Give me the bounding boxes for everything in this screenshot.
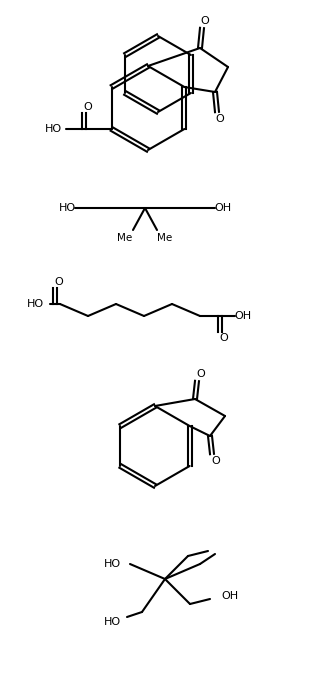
- Text: HO: HO: [45, 124, 62, 134]
- Text: HO: HO: [104, 617, 121, 627]
- Text: OH: OH: [215, 203, 232, 213]
- Text: Me: Me: [157, 233, 173, 243]
- Text: O: O: [197, 369, 205, 379]
- Text: O: O: [211, 456, 220, 466]
- Text: HO: HO: [58, 203, 76, 213]
- Text: Me: Me: [117, 233, 132, 243]
- Text: O: O: [83, 102, 92, 112]
- Text: HO: HO: [26, 299, 44, 309]
- Text: HO: HO: [104, 559, 121, 569]
- Text: O: O: [201, 16, 209, 26]
- Text: OH: OH: [221, 591, 239, 601]
- Text: OH: OH: [234, 311, 252, 321]
- Text: O: O: [220, 333, 228, 343]
- Text: O: O: [55, 277, 63, 287]
- Text: O: O: [216, 114, 224, 124]
